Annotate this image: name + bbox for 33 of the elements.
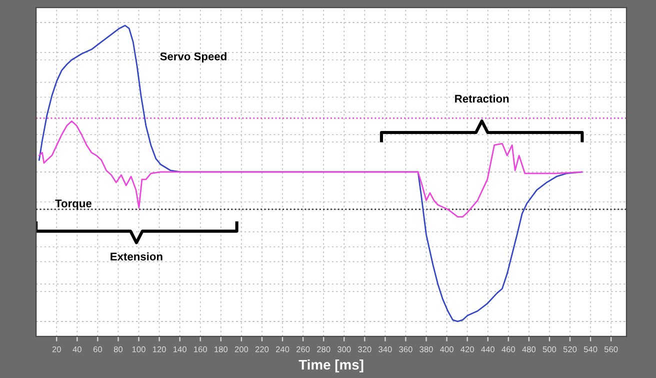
x-tick-label: 80 <box>114 346 123 352</box>
x-tick-label: 460 <box>502 346 516 352</box>
x-tick-label: 380 <box>420 346 433 352</box>
x-tick-label: 160 <box>194 346 207 352</box>
x-tick-label: 20 <box>52 346 61 352</box>
x-tick-label: 500 <box>542 346 556 352</box>
x-tick-label: 320 <box>358 346 372 352</box>
x-tick-label: 40 <box>72 346 82 352</box>
x-tick-label: 220 <box>255 346 269 352</box>
x-tick-label: 480 <box>522 346 536 352</box>
x-tick-label: 60 <box>93 346 102 352</box>
x-tick-label: 200 <box>234 346 248 352</box>
x-tick-label: 560 <box>604 346 618 352</box>
x-tick-label: 280 <box>317 346 330 352</box>
x-tick-label: 240 <box>276 346 290 352</box>
x-tick-label: 100 <box>132 346 146 352</box>
x-tick-label: 260 <box>296 346 310 352</box>
x-tick-label: 540 <box>584 346 598 352</box>
x-tick-label: 440 <box>481 346 494 352</box>
x-axis-title: Time [ms] <box>298 359 364 372</box>
text: Servo Speed <box>160 52 226 63</box>
x-tick-label: 420 <box>460 346 474 352</box>
annotation: Extension <box>110 252 162 260</box>
text: Torque <box>55 200 92 210</box>
x-tick-label: 140 <box>174 346 186 352</box>
x-tick-label: 360 <box>399 346 412 352</box>
x-tick-label: 400 <box>440 346 454 352</box>
x-tick-label: 340 <box>378 346 392 352</box>
x-tick-label: 120 <box>152 346 166 352</box>
x-tick-label: 180 <box>214 346 228 352</box>
x-tick-label: 520 <box>563 346 577 352</box>
x-tick-label: 300 <box>337 346 351 352</box>
annotation: Retraction <box>455 94 509 103</box>
